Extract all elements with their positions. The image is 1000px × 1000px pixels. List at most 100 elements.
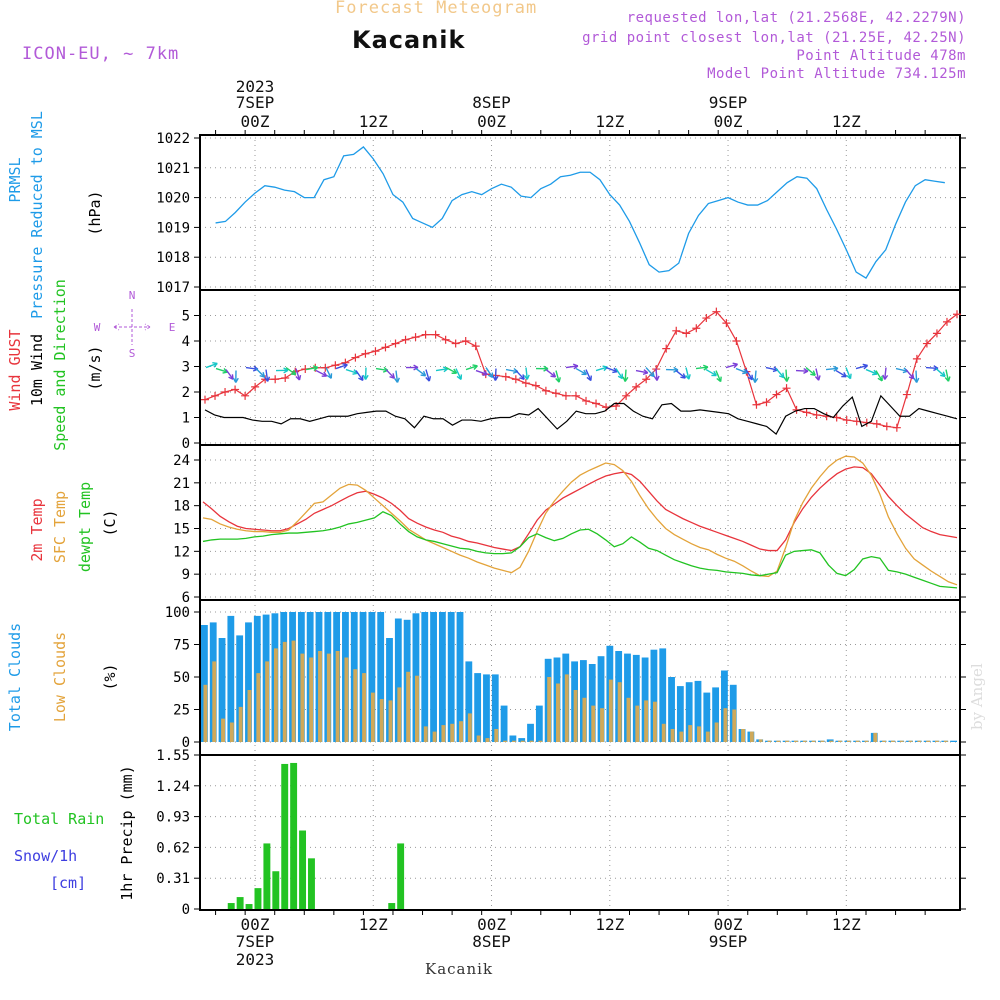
wind-direction-arrowhead (653, 375, 660, 381)
wind-direction-arrow (285, 366, 297, 376)
low-cloud-bar (309, 657, 314, 742)
low-cloud-bar (494, 729, 499, 742)
bottom-time-year: 2023 (236, 950, 275, 969)
wind-gust-marker (381, 343, 390, 352)
bottom-time-date: 7SEP (236, 932, 275, 951)
low-cloud-bar (617, 682, 622, 742)
low-cloud-bar (538, 740, 543, 742)
low-cloud-bar (370, 692, 375, 742)
wind-gust-marker (632, 382, 641, 391)
panel-1: 1017 1018 1019 1020 1021 1022 (156, 131, 966, 296)
wind-gust-marker (892, 423, 901, 432)
snow-unit-label: [cm] (50, 874, 86, 892)
temp-unit-label: (C) (101, 509, 119, 536)
wind-direction-arrow (895, 367, 908, 372)
y-tick-label: 0.62 (156, 840, 190, 856)
low-cloud-bar (300, 653, 305, 742)
low-cloud-bar (397, 687, 402, 742)
wind-direction-arrowhead (264, 376, 271, 382)
y-tick-label: 0 (182, 902, 190, 918)
wind-gust-line (204, 310, 958, 429)
y-tick-label: 4 (182, 334, 190, 350)
wind-gust-marker (852, 417, 861, 426)
y-tick-label: 12 (173, 544, 190, 560)
y-tick-label: 24 (173, 453, 190, 469)
low-cloud-bar (450, 723, 455, 742)
low-cloud-bar (344, 657, 349, 742)
total-cloud-bar (668, 677, 675, 742)
total-cloud-bar (597, 656, 605, 742)
wind-gust-marker (732, 337, 741, 345)
wind-direction-arrow (435, 367, 448, 372)
low-cloud-bar (415, 675, 419, 742)
wind-gust-marker (401, 335, 410, 344)
low-cloud-bar (388, 700, 393, 742)
low-cloud-bar (247, 690, 252, 742)
y-tick-label: 1.24 (156, 779, 190, 795)
panel-frame (199, 134, 961, 291)
wind-direction-arrow (695, 366, 708, 370)
wind-direction-arrow (905, 369, 915, 380)
top-time-date: 8SEP (472, 93, 511, 112)
wind-gust-marker (772, 390, 781, 399)
grid-point-coords: grid point closest lon,lat (21.25E, 42.2… (582, 30, 966, 46)
wind-direction-arrowhead (472, 364, 478, 370)
model-label: ICON-EU, ~ 7km (22, 44, 180, 64)
low-cloud-bar (511, 740, 516, 742)
wind-gust-marker (782, 384, 791, 393)
wind-gust-marker (361, 349, 370, 358)
low-cloud-bar (362, 673, 366, 742)
clouds-unit-label: (%) (101, 663, 119, 690)
total-cloud-bar (447, 612, 455, 742)
total-cloud-bar (721, 670, 728, 742)
low-cloud-bar (547, 677, 552, 742)
point-altitude: Point Altitude 478m (796, 48, 966, 64)
wind-gust-marker (582, 396, 591, 405)
low-cloud-bar (846, 740, 851, 742)
low-cloud-bar (476, 735, 481, 742)
wind-direction-arrow (305, 366, 318, 371)
total-cloud-bar (377, 612, 385, 742)
wind-direction-arrowhead (872, 369, 878, 376)
wind-gust-marker (622, 391, 631, 400)
low-cloud-bar (406, 671, 411, 742)
wind-direction-arrow (785, 369, 788, 382)
wind-direction-arrowhead (413, 364, 419, 371)
y-tick-label: 2 (182, 385, 190, 401)
wind-direction-arrow (715, 370, 722, 382)
wind-gust-marker (662, 344, 671, 353)
low-cloud-bar (811, 740, 816, 742)
wind-direction-arrow (525, 367, 528, 380)
wind-direction-arrow (225, 369, 234, 380)
low-cloud-bar (529, 740, 534, 742)
low-cloud-bar (238, 706, 243, 742)
y-tick-label: 75 (173, 638, 190, 654)
wind-gust-marker (882, 422, 891, 431)
total-cloud-bar (650, 649, 658, 742)
pressure-unit-label: (hPa) (86, 190, 104, 235)
total-cloud-bar (236, 635, 244, 742)
low-cloud-bar (203, 684, 208, 742)
wind-direction-arrowhead (642, 369, 649, 376)
low-cloud-bar (212, 661, 217, 742)
wind-direction-arrowhead (232, 377, 239, 383)
wind-direction-arrowhead (846, 373, 852, 380)
wind-direction-arrow (595, 366, 608, 372)
rain-bar (290, 762, 298, 909)
low-cloud-bar (908, 740, 913, 742)
wind-direction-arrow (415, 367, 427, 377)
rain-bar (227, 903, 235, 909)
low-clouds-label: Low Clouds (51, 632, 69, 722)
wind-direction-arrow (605, 366, 618, 373)
wind-direction-arrowhead (862, 363, 869, 370)
wind-gust-marker (922, 339, 931, 348)
wind-direction-arrow (805, 367, 816, 376)
y-tick-label: 25 (173, 703, 190, 719)
wind-direction-arrow (385, 369, 395, 379)
total-rain-label: Total Rain (14, 810, 104, 828)
low-cloud-bar (635, 705, 640, 742)
wind-direction-arrowhead (944, 376, 951, 382)
wind-direction-arrowhead (492, 375, 499, 381)
wind-gust-marker (842, 416, 851, 425)
